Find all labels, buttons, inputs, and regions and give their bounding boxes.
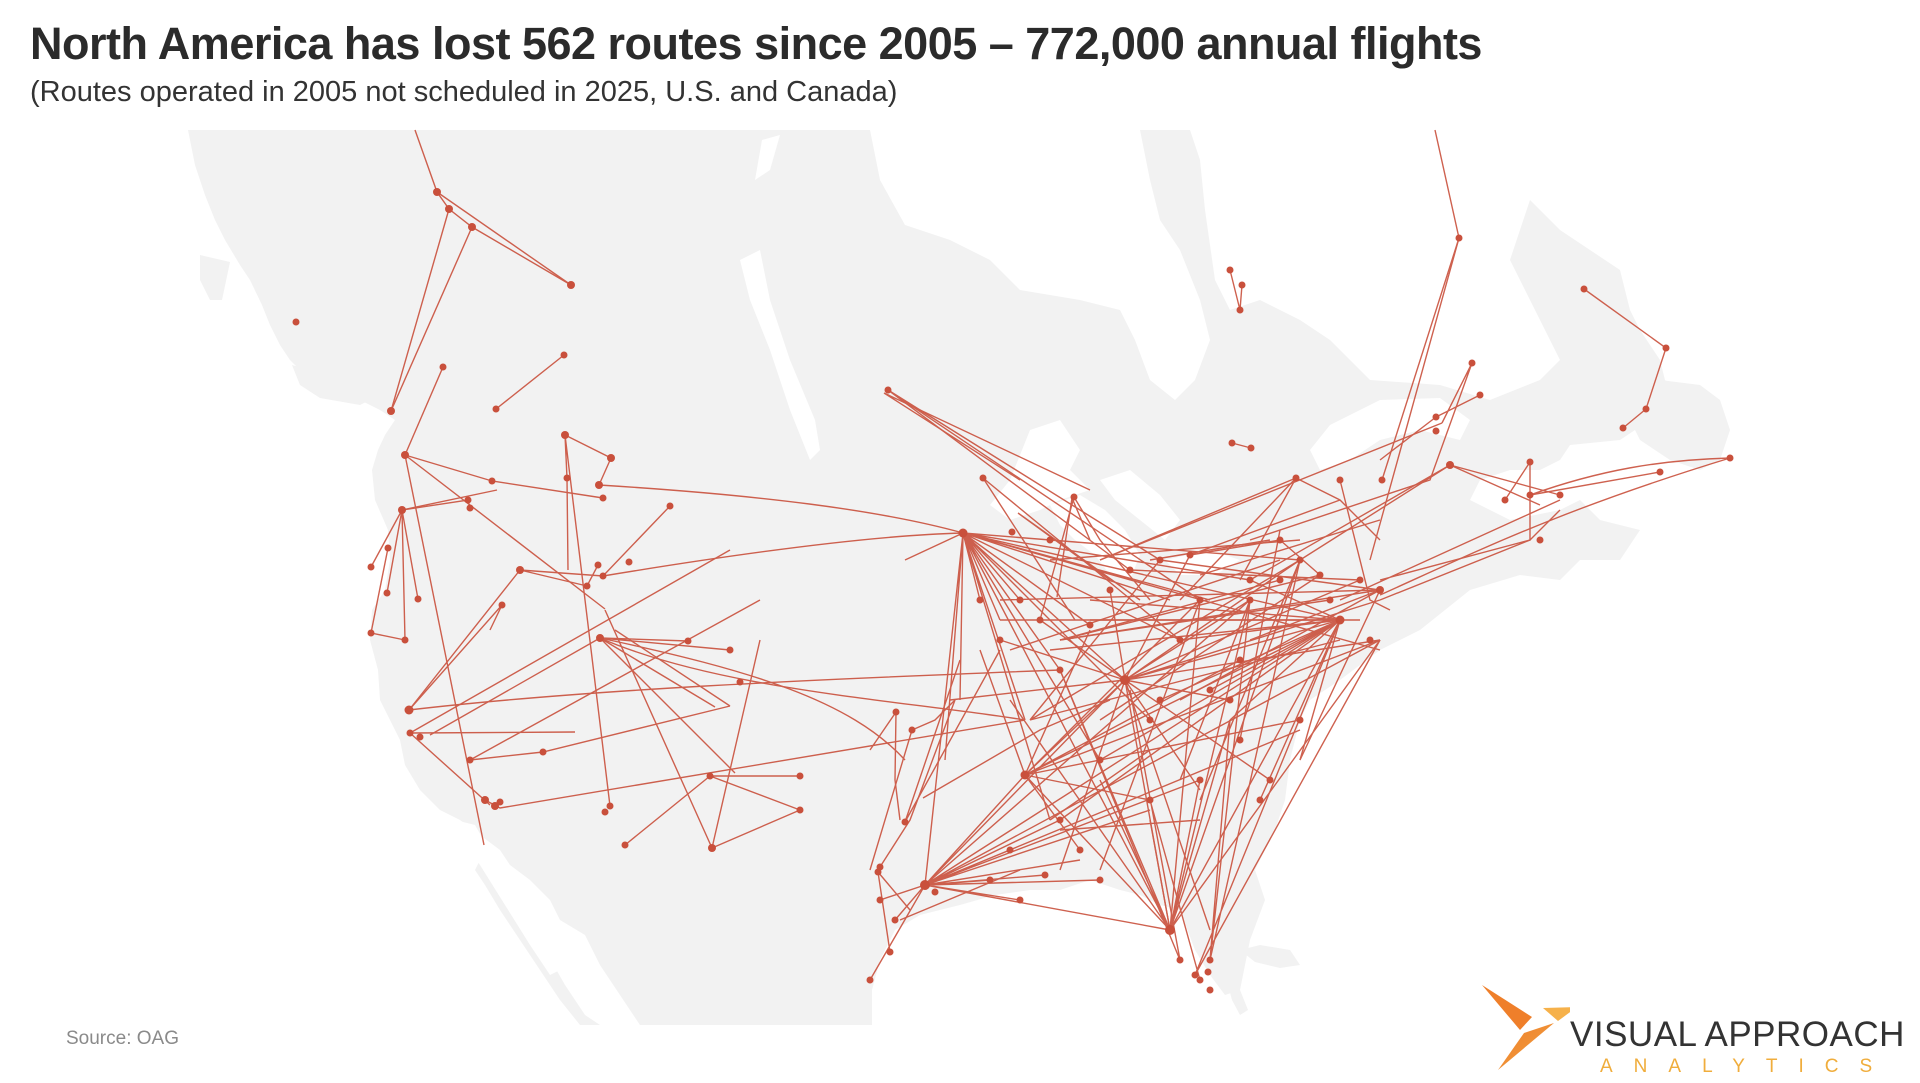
brand-logo: VISUAL APPROACH ANALYTICS: [1470, 975, 1910, 1077]
water-bodies: [455, 130, 1500, 975]
page-title: North America has lost 562 routes since …: [30, 18, 1482, 69]
logo-wordmark: VISUAL APPROACH: [1570, 1015, 1905, 1054]
route-lines: [370, 129, 1731, 981]
page-subtitle: (Routes operated in 2005 not scheduled i…: [30, 76, 898, 108]
source-note: Source: OAG: [66, 1028, 179, 1049]
paper-plane-chevron-icon: [1482, 985, 1570, 1070]
logo-tagline: ANALYTICS: [1600, 1056, 1894, 1077]
airport-dots: [292, 188, 1734, 994]
